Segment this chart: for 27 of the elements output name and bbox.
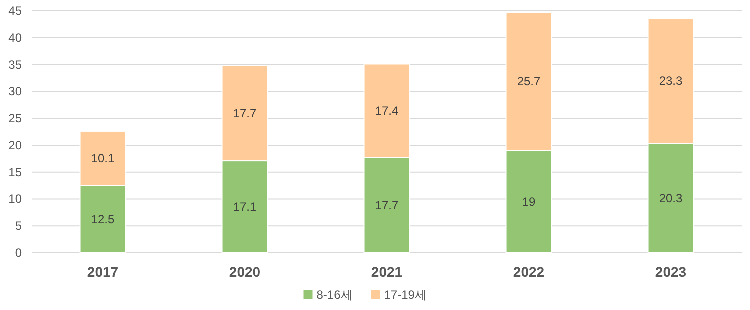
data-label: 25.7 xyxy=(517,74,541,89)
y-tick-label: 30 xyxy=(8,84,22,99)
y-tick-label: 10 xyxy=(8,192,22,206)
data-label: 10.1 xyxy=(91,152,115,166)
data-label: 17.4 xyxy=(375,104,399,118)
x-tick-label: 2022 xyxy=(513,264,545,280)
data-label: 23.3 xyxy=(659,74,683,88)
data-label: 12.5 xyxy=(91,212,115,226)
data-label: 19 xyxy=(522,194,536,209)
data-label: 20.3 xyxy=(659,191,683,206)
y-tick-label: 40 xyxy=(8,30,22,45)
x-tick-label: 2021 xyxy=(371,264,403,280)
y-tick-label: 5 xyxy=(15,219,22,234)
y-tick-label: 20 xyxy=(8,138,22,152)
data-label: 17.7 xyxy=(375,198,399,212)
y-tick-label: 35 xyxy=(8,58,22,72)
legend-label: 17-19세 xyxy=(384,288,427,302)
data-label: 17.1 xyxy=(233,200,257,214)
y-tick-label: 15 xyxy=(8,165,22,180)
y-tick-label: 45 xyxy=(8,4,22,18)
legend-label: 8-16세 xyxy=(316,288,353,302)
data-label: 17.7 xyxy=(233,106,257,120)
y-tick-label: 0 xyxy=(15,246,22,260)
x-tick-label: 2017 xyxy=(87,264,119,280)
y-tick-label: 25 xyxy=(8,112,22,126)
x-tick-label: 2020 xyxy=(229,264,261,280)
x-tick-label: 2023 xyxy=(655,264,687,280)
